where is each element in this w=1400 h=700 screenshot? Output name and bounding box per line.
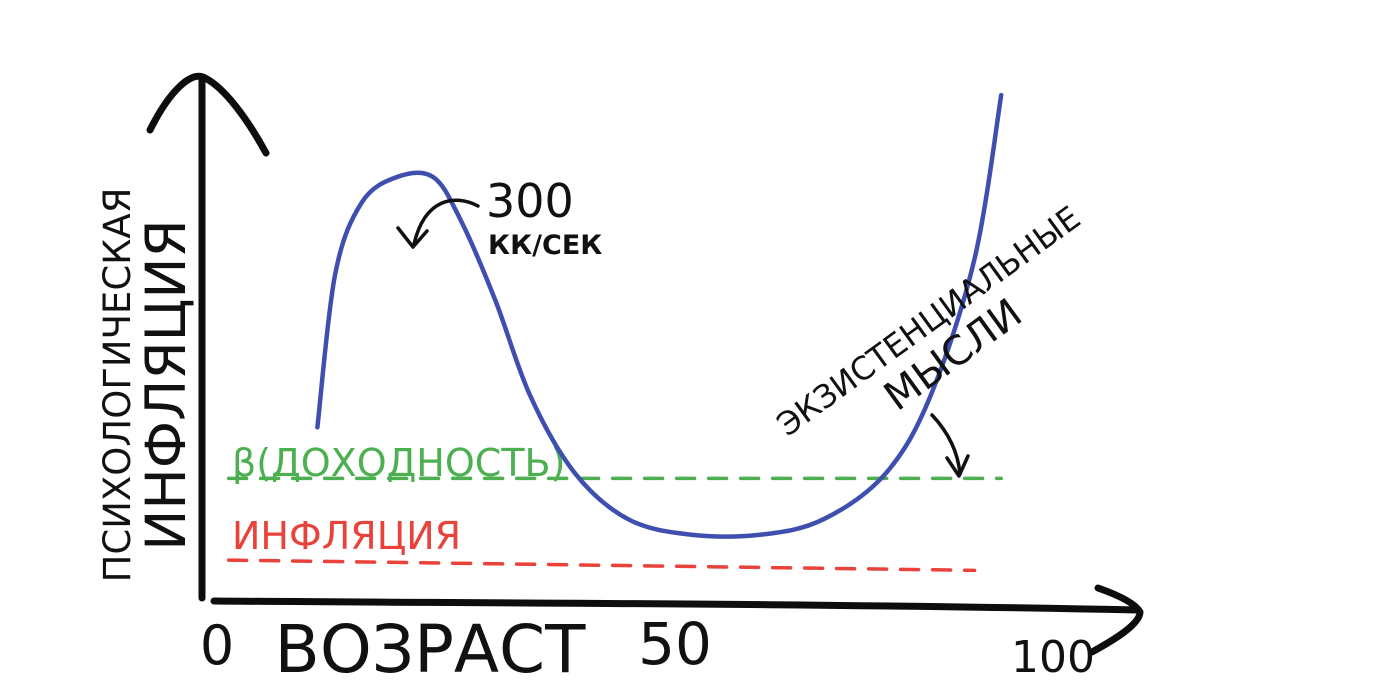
x-tick-label-100: 100	[1011, 632, 1095, 683]
existential-annotation-arrow	[930, 413, 962, 476]
y-axis-label-line1: ПСИХОЛОГИЧЕСКАЯ	[96, 188, 139, 583]
beta-return-label: β(ДОХОДНОСТЬ)	[232, 441, 565, 485]
y-axis-label-group: ПСИХОЛОГИЧЕСКАЯ ИНФЛЯЦИЯ	[96, 188, 198, 583]
curve-point-11	[759, 533, 763, 537]
inflation-label: ИНФЛЯЦИЯ	[232, 514, 461, 558]
curve-point-12	[822, 517, 826, 521]
y-axis	[198, 76, 206, 602]
curve-point-0	[315, 425, 319, 429]
curve-point-13	[884, 471, 888, 475]
curve-point-4	[431, 175, 435, 179]
x-tick-label-0: 0	[200, 614, 234, 677]
peak-annotation-arrow	[412, 198, 480, 246]
x-axis-label: ВОЗРАСТ	[275, 611, 587, 688]
curve-point-1	[333, 272, 337, 276]
inflation-line	[226, 558, 977, 573]
peak-annotation-value: 300	[486, 174, 574, 228]
x-axis-arrowhead	[1088, 584, 1144, 656]
psych-inflation-curve	[315, 92, 1004, 539]
y-axis-arrowhead	[146, 72, 270, 157]
curve-point-6	[493, 298, 497, 302]
curve-point-10	[688, 533, 692, 537]
curve-point-2	[360, 200, 364, 204]
curve-point-7	[529, 395, 533, 399]
peak-annotation-unit: КК/СЕК	[488, 230, 602, 261]
x-axis	[210, 597, 1142, 614]
curve-point-3	[395, 175, 399, 179]
curve-point-14	[928, 395, 932, 399]
x-tick-label-50: 50	[638, 610, 712, 678]
existential-annotation-line1: ЭКЗИСТЕНЦИАЛЬНЫЕ	[770, 198, 1088, 443]
y-axis-label-line2: ИНФЛЯЦИЯ	[134, 219, 198, 550]
existential-annotation: ЭКЗИСТЕНЦИАЛЬНЫЕ МЫСЛИ	[770, 198, 1088, 443]
curve-point-16	[999, 93, 1003, 97]
existential-annotation-arrowhead	[945, 454, 970, 478]
curve-point-8	[573, 471, 577, 475]
curve-point-5	[458, 216, 462, 220]
curve-point-9	[626, 517, 630, 521]
curve-point-15	[973, 257, 977, 261]
peak-annotation-arrowhead	[396, 226, 429, 249]
